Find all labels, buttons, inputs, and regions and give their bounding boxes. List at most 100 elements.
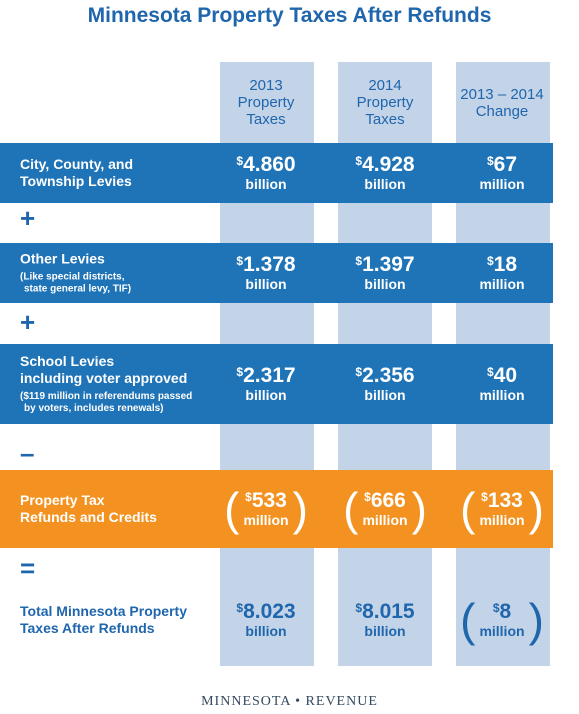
note-line: (Like special districts, bbox=[20, 271, 125, 283]
amount: 18 bbox=[493, 253, 518, 276]
label-line: City, County, and bbox=[20, 156, 134, 172]
amount-line: $8.023 bbox=[236, 601, 295, 623]
value: $2.317 billion bbox=[236, 365, 295, 404]
value-cell: ($533 million) bbox=[206, 470, 326, 548]
value: $40 million bbox=[479, 365, 524, 404]
unit: million bbox=[243, 512, 289, 528]
unit: million bbox=[479, 276, 525, 292]
amount: 67 bbox=[493, 153, 518, 176]
row-note: ($119 million in referendums passed by vo… bbox=[20, 391, 192, 415]
unit: million bbox=[479, 512, 525, 528]
bracket: ) bbox=[292, 483, 308, 535]
amount: 40 bbox=[493, 364, 518, 387]
row-label: School Levies including voter approved ($1… bbox=[20, 353, 192, 415]
amount: 4.860 bbox=[243, 153, 296, 176]
header-line: 2013 – 2014 bbox=[460, 86, 544, 103]
amount-line: $8 bbox=[479, 601, 524, 623]
column-header: 2014 Property Taxes bbox=[325, 77, 445, 128]
amount-line: $1.378 bbox=[236, 254, 295, 276]
value-cell: $1.397 billion bbox=[325, 243, 445, 303]
currency: $ bbox=[245, 490, 252, 504]
amount-line: $2.356 bbox=[355, 365, 414, 387]
bracket: ( bbox=[224, 483, 240, 535]
amount-line: $67 bbox=[479, 154, 524, 176]
header-line: Taxes bbox=[365, 111, 405, 128]
note-line: ($119 million in referendums passed bbox=[20, 391, 193, 402]
value: $666 million bbox=[362, 490, 408, 529]
currency: $ bbox=[486, 154, 494, 168]
title: Minnesota Property Taxes After Refunds bbox=[87, 4, 492, 27]
header-line: Property bbox=[356, 94, 414, 111]
value: $4.928 billion bbox=[355, 153, 415, 193]
amount-line: $18 bbox=[479, 254, 524, 276]
amount-line: $533 bbox=[243, 490, 288, 512]
currency: $ bbox=[236, 154, 244, 168]
amount: 533 bbox=[251, 489, 287, 512]
value-cell: ($666 million) bbox=[325, 470, 445, 548]
bracket: ) bbox=[528, 483, 544, 535]
label-line: Township Levies bbox=[20, 173, 132, 189]
value-cell: $1.378 billion bbox=[206, 243, 326, 303]
label-line: Taxes After Refunds bbox=[20, 620, 155, 636]
amount: 4.928 bbox=[362, 153, 415, 176]
value: $1.378 billion bbox=[236, 254, 295, 293]
unit: million bbox=[362, 512, 408, 528]
value-cell: $8.023 billion bbox=[206, 585, 326, 655]
unit: billion bbox=[245, 176, 287, 192]
currency: $ bbox=[355, 365, 363, 379]
row-note: (Like special districts, state general le… bbox=[20, 272, 131, 296]
value: $67 million bbox=[479, 154, 525, 193]
amount: 1.397 bbox=[362, 253, 415, 276]
unit: billion bbox=[364, 387, 406, 403]
operator: + bbox=[20, 307, 36, 337]
label-line: Refunds and Credits bbox=[20, 509, 157, 525]
header-line: 2014 bbox=[368, 77, 402, 94]
value: $8.015 billion bbox=[355, 601, 414, 640]
operator: + bbox=[20, 203, 36, 233]
unit: billion bbox=[364, 176, 406, 192]
amount-line: $133 bbox=[479, 490, 524, 512]
bracket: ) bbox=[411, 483, 427, 535]
amount: 1.378 bbox=[243, 253, 296, 276]
value-cell: $18 million bbox=[442, 243, 562, 303]
unit: billion bbox=[245, 623, 287, 639]
column-header: 2013 Property Taxes bbox=[206, 77, 326, 128]
header-line: Taxes bbox=[246, 111, 286, 128]
label-line: Total Minnesota Property bbox=[20, 603, 187, 619]
amount-line: $8.015 bbox=[355, 601, 414, 623]
amount: 8.023 bbox=[243, 600, 296, 623]
amount-line: $666 bbox=[362, 490, 407, 512]
label-line: School Levies bbox=[20, 353, 115, 369]
currency: $ bbox=[486, 365, 494, 379]
value-cell: ($8 million) bbox=[442, 585, 562, 655]
amount: 2.356 bbox=[362, 364, 415, 387]
label-line: including voter approved bbox=[20, 370, 188, 386]
value: $4.860 billion bbox=[236, 153, 296, 193]
row-band bbox=[0, 344, 553, 424]
currency: $ bbox=[481, 490, 488, 504]
amount: 666 bbox=[370, 489, 406, 512]
header-line: Property bbox=[237, 94, 295, 111]
unit: million bbox=[479, 176, 525, 192]
value-cell: $4.928 billion bbox=[325, 143, 445, 203]
value: $2.356 billion bbox=[355, 365, 414, 404]
header-line: 2013 bbox=[249, 77, 283, 94]
value-cell: $4.860 billion bbox=[206, 143, 326, 203]
currency: $ bbox=[355, 154, 363, 168]
row-label: Total Minnesota Property Taxes After Refu… bbox=[20, 603, 187, 637]
row-band bbox=[0, 143, 553, 203]
currency: $ bbox=[364, 490, 371, 504]
currency: $ bbox=[236, 254, 244, 268]
bracket: ( bbox=[460, 594, 476, 646]
amount-line: $40 bbox=[479, 365, 524, 387]
value-cell: $67 million bbox=[442, 143, 562, 203]
value: $8 million bbox=[479, 601, 524, 640]
value-cell: $40 million bbox=[442, 344, 562, 424]
unit: billion bbox=[245, 387, 287, 403]
unit: billion bbox=[245, 276, 287, 292]
operator: – bbox=[20, 438, 35, 468]
currency: $ bbox=[355, 601, 363, 615]
row-label: City, County, and Township Levies bbox=[20, 156, 133, 190]
value-cell: ($133 million) bbox=[442, 470, 562, 548]
